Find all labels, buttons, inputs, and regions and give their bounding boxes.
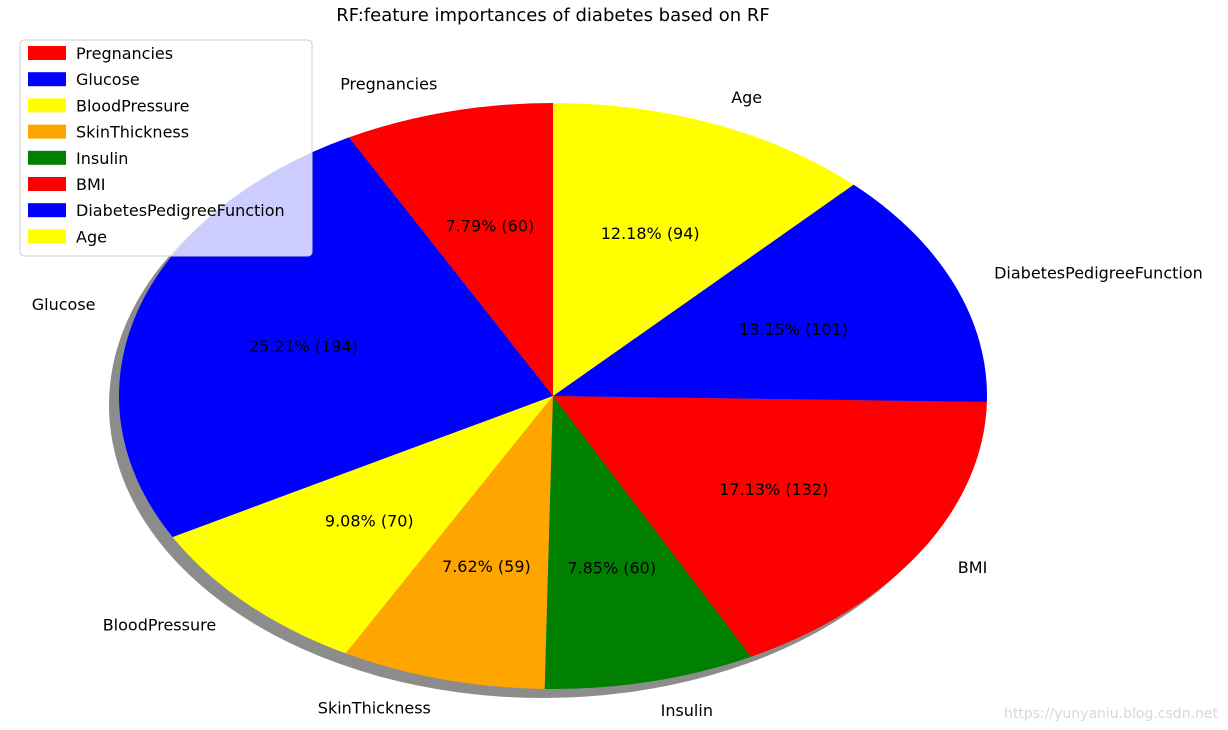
pie-slice-diabetespedigreefunction <box>553 184 988 403</box>
pct-label-bloodpressure: 9.08% (70) <box>325 512 414 531</box>
category-label-insulin: Insulin <box>661 701 713 720</box>
pct-label-glucose: 25.21% (194) <box>249 337 358 356</box>
category-label-age: Age <box>731 88 762 107</box>
legend-label-pregnancies: Pregnancies <box>76 44 173 63</box>
legend-swatch-skinthickness <box>28 124 66 139</box>
legend-swatch-glucose <box>28 72 66 87</box>
pie-slices <box>119 103 988 690</box>
pct-label-diabetespedigreefunction: 13.15% (101) <box>739 320 848 339</box>
category-label-bloodpressure: BloodPressure <box>103 615 216 634</box>
pct-label-age: 12.18% (94) <box>601 224 700 243</box>
watermark: https://yunyaniu.blog.csdn.net <box>1004 706 1219 722</box>
pct-label-insulin: 7.85% (60) <box>567 558 656 577</box>
legend-swatch-diabetespedigreefunction <box>28 203 66 218</box>
legend-label-glucose: Glucose <box>76 70 140 89</box>
legend-swatch-insulin <box>28 150 66 165</box>
pie-slice-pregnancies <box>348 103 553 396</box>
pie-slice-insulin <box>544 396 752 690</box>
legend-label-bloodpressure: BloodPressure <box>76 96 189 115</box>
category-label-pregnancies: Pregnancies <box>340 74 437 93</box>
legend-swatch-pregnancies <box>28 46 66 60</box>
legend-label-age: Age <box>76 227 107 246</box>
legend-label-bmi: BMI <box>76 175 106 194</box>
category-label-skinthickness: SkinThickness <box>318 699 431 718</box>
pie-slice-skinthickness <box>345 396 553 689</box>
pie-slice-bmi <box>553 396 987 657</box>
pie-slice-bloodpressure <box>172 396 553 654</box>
legend-label-insulin: Insulin <box>76 149 128 168</box>
percent-labels: 7.79% (60) 25.21% (194) 9.08% (70) 7.62% (5… <box>249 216 848 577</box>
legend-swatch-bmi <box>28 177 66 191</box>
legend-label-skinthickness: SkinThickness <box>76 123 189 142</box>
category-labels: Pregnancies Glucose BloodPressure SkinThick… <box>32 74 1203 720</box>
pie-slice-age <box>553 103 854 396</box>
pct-label-bmi: 17.13% (132) <box>719 480 828 499</box>
category-label-glucose: Glucose <box>32 295 96 314</box>
pct-label-skinthickness: 7.62% (59) <box>442 557 531 576</box>
legend-swatch-bloodpressure <box>28 98 66 113</box>
category-label-diabetespedigreefunction: DiabetesPedigreeFunction <box>994 264 1203 283</box>
legend-swatch-age <box>28 229 66 244</box>
pct-label-pregnancies: 7.79% (60) <box>446 216 535 235</box>
category-label-bmi: BMI <box>958 558 988 577</box>
legend-label-diabetespedigreefunction: DiabetesPedigreeFunction <box>76 201 285 220</box>
legend: Pregnancies Glucose BloodPressure SkinThick… <box>19 39 313 257</box>
chart-title: RF:feature importances of diabetes based… <box>336 5 770 26</box>
legend-box <box>19 39 313 257</box>
